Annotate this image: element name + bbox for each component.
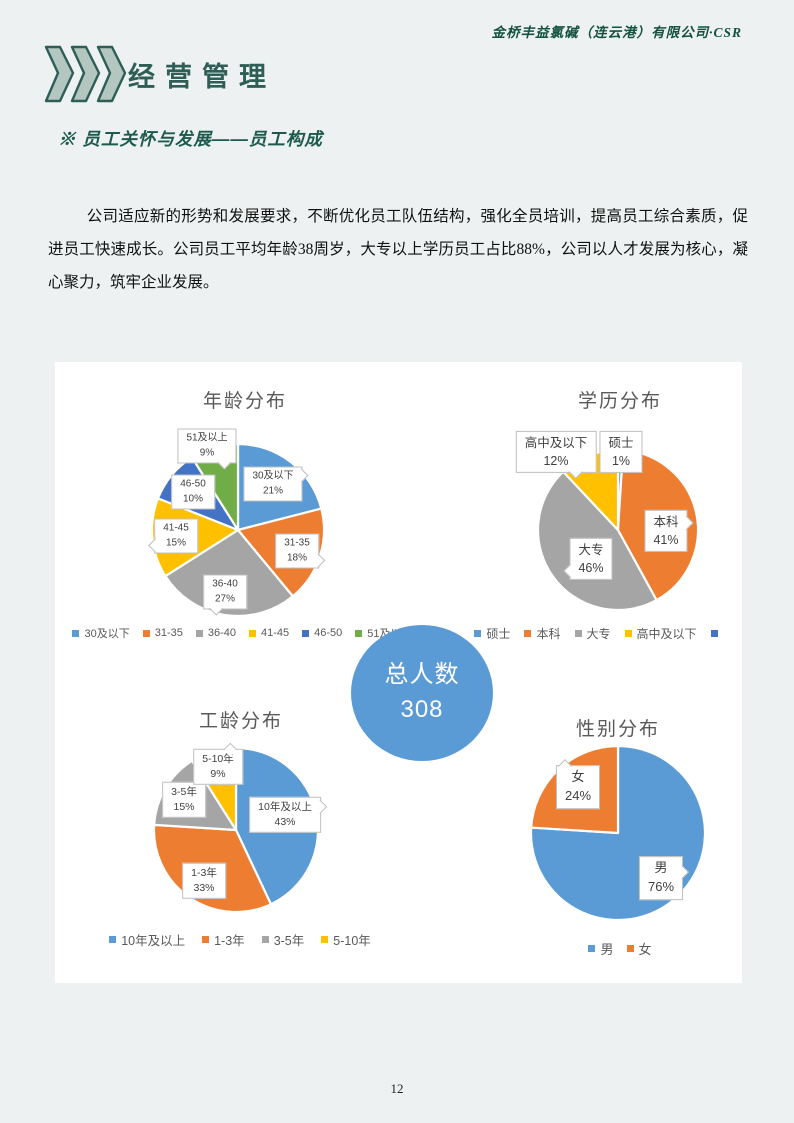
legend-marker-icon [202, 936, 210, 943]
triple-chevron-icon [44, 45, 127, 103]
education-legend: 硕士 本科 大专 高中及以下 [455, 625, 742, 642]
legend-item: 高中及以下 [624, 625, 697, 642]
legend-marker-icon [249, 629, 256, 637]
company-header: 金桥丰益氯碱（连云港）有限公司·CSR [491, 25, 742, 40]
legend-item: 30及以下 [72, 625, 130, 641]
legend-marker-icon [72, 629, 80, 637]
legend-item: 本科 [524, 625, 561, 642]
legend-label: 1-3年 [214, 934, 245, 948]
legend-item: 大专 [574, 625, 611, 642]
subsection-heading: ※ 员工关怀与发展——员工构成 [58, 129, 323, 149]
legend-marker-icon [195, 629, 203, 637]
section-title: 经营管理 [128, 62, 276, 92]
legend-marker-icon [624, 630, 632, 637]
tenure-chart-title: 工龄分布 [198, 711, 284, 732]
legend-label: 10年及以上 [121, 934, 186, 948]
legend-item: 31-35 [142, 627, 183, 639]
legend-marker-icon [626, 945, 634, 952]
charts-panel: 年龄分布 学历分布 工龄分布 性别分布 30及以下 21% 31-35 18% 36-4… [55, 362, 742, 983]
legend-marker-icon [474, 630, 482, 637]
age-pie-slice-36-40 [164, 528, 294, 618]
legend-marker-icon [321, 936, 329, 943]
legend-marker-icon [302, 629, 310, 637]
gender-chart-title: 性别分布 [575, 719, 661, 740]
legend-label: 46-50 [314, 627, 343, 639]
legend-marker-icon [524, 630, 532, 637]
legend-label: 41-45 [261, 627, 290, 639]
total-headcount-label: 总人数 [384, 661, 460, 689]
legend-label: 3-5年 [273, 934, 305, 948]
legend-label: 男 [600, 942, 614, 957]
body-paragraph: 公司适应新的形势和发展要求，不断优化员工队伍结构，强化全员培训，提高员工综合素质… [48, 208, 748, 291]
legend-item: 5-10年 [321, 930, 371, 949]
legend-marker-icon [574, 630, 582, 637]
legend-label: 36-40 [207, 627, 236, 639]
legend-label: 本科 [536, 627, 561, 641]
legend-marker-icon [355, 629, 363, 637]
tenure-legend: 10年及以上 1-3年 3-5年 5-10年 [75, 930, 405, 949]
legend-item: 10年及以上 [109, 930, 185, 949]
legend-item: 硕士 [474, 625, 510, 642]
legend-label: 30及以下 [84, 628, 130, 640]
legend-label: 女 [638, 942, 652, 957]
page-number: 12 [390, 1081, 404, 1096]
legend-marker-icon [142, 629, 150, 637]
legend-item: 46-50 [302, 627, 342, 639]
legend-item: 36-40 [195, 627, 236, 639]
total-headcount-badge: 总人数 308 [351, 625, 493, 761]
legend-label: 5-10年 [333, 934, 371, 948]
legend-label: 硕士 [486, 627, 511, 641]
legend-item: 女 [626, 939, 652, 958]
legend-marker-icon [261, 936, 269, 943]
legend-item: 41-45 [249, 627, 289, 639]
legend-marker-icon [109, 936, 117, 943]
total-headcount-value: 308 [400, 696, 444, 723]
gender-legend: 男女 [510, 939, 730, 958]
legend-marker-icon [588, 945, 596, 952]
gender-pie-slice-女 [530, 744, 620, 835]
legend-label: 大专 [586, 627, 611, 641]
legend-item: 1-3年 [202, 930, 245, 949]
legend-item: 男 [588, 939, 614, 958]
education-chart-title: 学历分布 [577, 391, 663, 412]
age-chart-title: 年龄分布 [202, 391, 288, 412]
legend-label: 31-35 [154, 627, 183, 639]
legend-extra-marker-icon [710, 630, 718, 637]
legend-item: 3-5年 [261, 930, 305, 949]
legend-label: 高中及以下 [636, 627, 697, 641]
